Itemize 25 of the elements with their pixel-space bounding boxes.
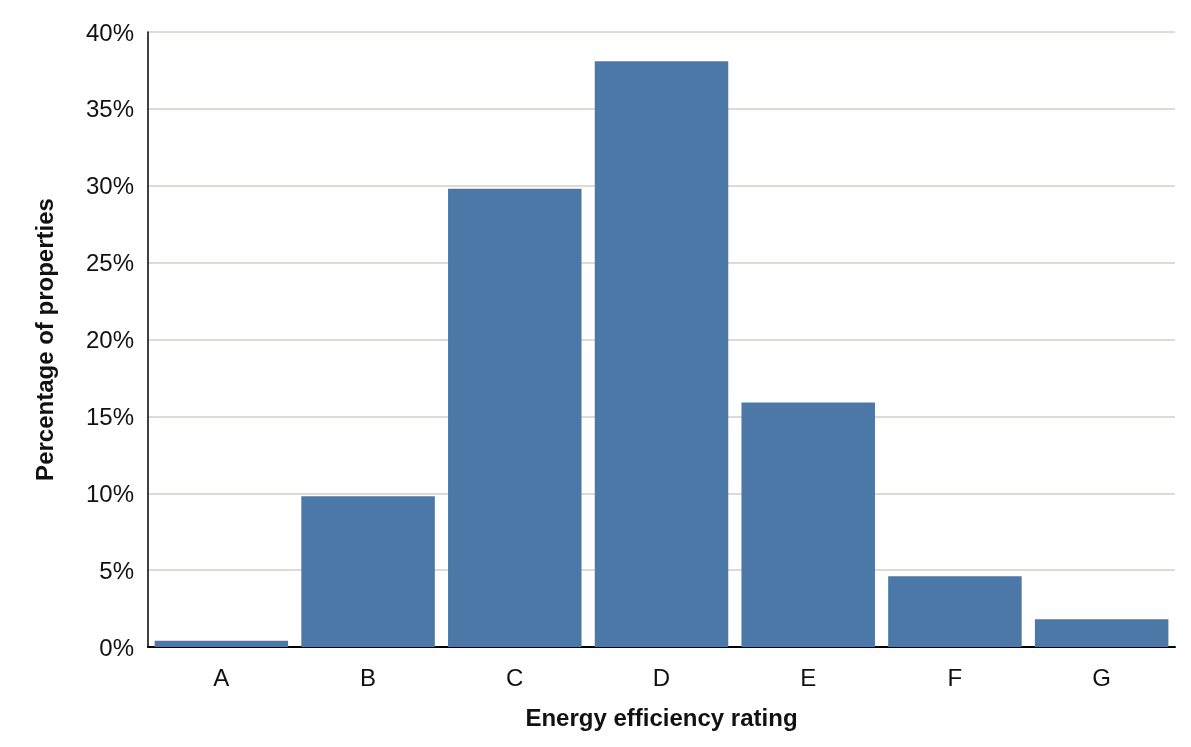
bar bbox=[1034, 619, 1169, 647]
x-tick-label: G bbox=[1092, 663, 1111, 691]
bar bbox=[154, 640, 289, 647]
y-tick-label: 25% bbox=[85, 249, 134, 277]
y-axis-title: Percentage of properties bbox=[30, 198, 58, 481]
y-tick-label: 10% bbox=[85, 479, 134, 507]
x-axis-title: Energy efficiency rating bbox=[525, 703, 798, 731]
x-tick-label: E bbox=[800, 663, 817, 691]
y-tick-label: 5% bbox=[99, 556, 134, 584]
x-tick-label: D bbox=[652, 663, 671, 691]
x-tick-label: A bbox=[213, 663, 230, 691]
x-tick-label: B bbox=[360, 663, 377, 691]
y-tick-label: 30% bbox=[85, 172, 134, 200]
bar bbox=[301, 496, 435, 647]
bar bbox=[594, 61, 729, 647]
x-tick-label: F bbox=[947, 663, 963, 691]
y-tick-label: 0% bbox=[99, 633, 134, 661]
y-tick-label: 35% bbox=[85, 95, 134, 123]
y-tick-label: 15% bbox=[85, 402, 134, 430]
x-tick-label: C bbox=[506, 663, 524, 691]
bar bbox=[448, 188, 582, 647]
bar bbox=[888, 576, 1022, 647]
bar bbox=[741, 402, 875, 647]
y-tick-label: 20% bbox=[85, 326, 134, 353]
y-tick-label: 40% bbox=[85, 18, 134, 46]
